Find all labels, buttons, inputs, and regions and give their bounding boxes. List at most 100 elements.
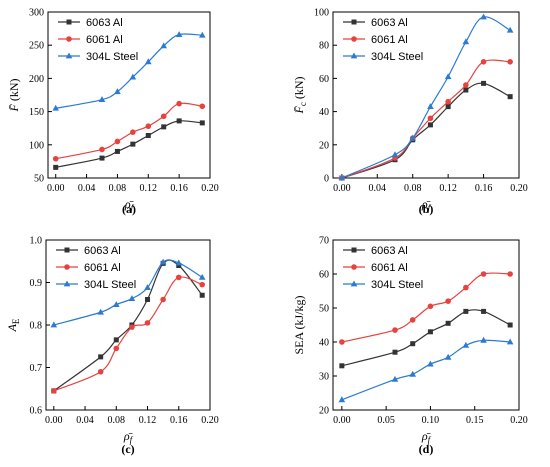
data-point — [160, 113, 167, 120]
data-point — [176, 118, 182, 124]
series-line — [53, 276, 203, 392]
x-tick-label: 0.16 — [475, 183, 493, 194]
series-line — [55, 33, 203, 109]
data-point — [480, 13, 487, 20]
data-point — [160, 42, 168, 49]
data-point — [481, 80, 487, 86]
y-tick-label: 1.0 — [30, 236, 43, 247]
legend-label: 6063 Al — [86, 17, 123, 29]
x-tick-label: 0.20 — [510, 415, 528, 426]
data-point — [507, 94, 513, 100]
data-point — [145, 123, 152, 130]
data-point — [481, 308, 487, 314]
legend-label: 6063 Al — [371, 17, 408, 29]
legend-label: 6063 Al — [84, 245, 121, 257]
x-tick-label: 0.04 — [78, 183, 96, 194]
data-point — [112, 301, 120, 307]
y-tick-label: 20 — [319, 406, 329, 417]
series-6063-al — [339, 80, 513, 181]
legend-item: 304L Steel — [343, 279, 423, 291]
series-6061-al — [51, 274, 205, 394]
data-point — [339, 363, 345, 369]
series-6063-al — [53, 118, 205, 170]
data-point — [198, 31, 206, 38]
data-point — [128, 295, 136, 302]
data-point — [427, 103, 434, 110]
data-point — [114, 138, 121, 145]
data-point — [144, 284, 151, 290]
series-line — [55, 102, 203, 160]
data-point — [427, 303, 434, 310]
series-6063-al — [339, 308, 513, 369]
data-point — [98, 354, 104, 360]
data-point — [462, 341, 470, 348]
data-point — [99, 146, 105, 153]
data-point — [129, 73, 137, 80]
x-tick-label: 0.12 — [140, 183, 158, 194]
x-axis-label: ρ̄f — [124, 197, 135, 213]
data-point — [130, 141, 136, 147]
x-tick-label: 0.16 — [170, 415, 188, 426]
legend-marker — [66, 19, 72, 25]
data-point — [175, 274, 182, 281]
panel-label: (c) — [121, 442, 134, 456]
data-point — [480, 336, 487, 343]
legend-item: 6061 Al — [343, 262, 408, 274]
data-point — [199, 281, 205, 288]
data-point — [113, 345, 120, 352]
data-point — [114, 148, 120, 154]
y-tick-label: 0.9 — [30, 278, 43, 289]
data-point — [480, 59, 487, 65]
data-point — [445, 104, 451, 110]
legend-label: 6061 Al — [371, 34, 408, 46]
series-6061-al — [339, 271, 513, 345]
legend-marker — [351, 19, 357, 25]
data-point — [463, 284, 469, 291]
data-point — [160, 296, 166, 303]
data-point — [427, 122, 433, 128]
y-tick-label: 40 — [319, 107, 329, 118]
data-point — [338, 174, 346, 181]
data-point — [97, 368, 104, 375]
legend-item: 6063 Al — [343, 245, 408, 257]
legend-label: 304L Steel — [86, 51, 138, 63]
x-tick-label: 0.08 — [109, 183, 127, 194]
legend-label: 304L Steel — [371, 279, 423, 291]
y-axis-label: SEA (kJ/kg) — [292, 295, 306, 354]
x-tick-label: 0.00 — [333, 183, 351, 194]
chart-panel-d: 0.00 0.05 0.10 0.15 0.20 20 30 40 50 60 70 ρ̄f SEA (… — [292, 236, 528, 457]
data-point — [199, 292, 205, 298]
legend-marker — [64, 264, 70, 270]
legend-item: 304L Steel — [56, 279, 136, 291]
x-axis-label: ρ̄f — [421, 429, 432, 445]
data-point — [409, 317, 416, 323]
y-tick-label: 70 — [319, 236, 329, 247]
data-point — [338, 396, 346, 403]
data-point — [410, 341, 416, 347]
y-tick-label: 30 — [319, 372, 329, 383]
data-point — [506, 338, 514, 345]
x-tick-label: 0.08 — [108, 415, 126, 426]
chart-panel-b: 0.00 0.04 0.08 0.12 0.16 0.20 0 20 40 60 80 100 ρ̄f F… — [292, 8, 528, 217]
data-point — [507, 271, 513, 277]
y-tick-label: 0.6 — [30, 406, 43, 417]
legend-item: 6063 Al — [343, 17, 408, 29]
series-6061-al — [339, 59, 513, 181]
data-point — [427, 360, 434, 367]
data-point — [199, 120, 205, 126]
y-tick-label: 0.8 — [30, 321, 43, 332]
x-tick-label: 0.12 — [439, 183, 457, 194]
y-tick-label: 60 — [319, 270, 329, 281]
data-point — [113, 337, 119, 343]
data-point — [339, 339, 345, 345]
legend-item: 304L Steel — [58, 51, 138, 63]
chart-panel-c: 0.00 0.04 0.08 0.12 0.16 0.20 0.6 0.7 0.8 0.9 1.0 ρ… — [5, 236, 219, 457]
data-point — [145, 133, 151, 139]
legend-label: 6061 Al — [86, 34, 123, 46]
data-point — [463, 87, 469, 93]
data-point — [392, 327, 398, 333]
x-axis-label: ρ̄f — [421, 197, 432, 213]
data-point — [114, 88, 121, 95]
data-point — [161, 124, 167, 130]
legend-marker — [351, 36, 357, 42]
